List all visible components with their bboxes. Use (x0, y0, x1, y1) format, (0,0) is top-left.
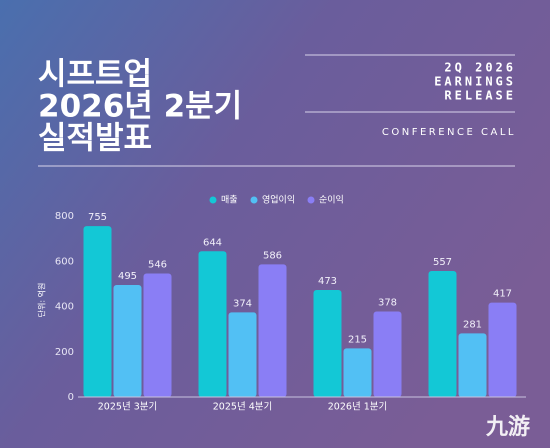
value-label: 417 (493, 289, 512, 300)
bar (113, 285, 142, 397)
value-label: 546 (148, 259, 167, 270)
value-label: 495 (118, 271, 137, 282)
value-label: 586 (263, 250, 282, 261)
title-line: 2026년 2분기 (38, 89, 242, 125)
conference-call: CONFERENCE CALL (382, 127, 516, 138)
value-label: 374 (233, 298, 252, 309)
legend-label: 순이익 (319, 194, 344, 206)
x-tick-label: 2026년 1분기 (328, 402, 387, 413)
y-tick-label: 0 (68, 392, 74, 403)
legend-swatch (209, 196, 217, 204)
value-label: 281 (463, 319, 482, 330)
bar (488, 302, 517, 397)
bar (258, 264, 287, 397)
y-tick-label: 200 (55, 347, 74, 358)
bar (83, 226, 112, 397)
release-line: 2Q 2026 (444, 61, 516, 75)
y-tick-label: 400 (55, 302, 74, 313)
title-line: 실적발표 (38, 121, 152, 157)
legend-label: 영업이익 (262, 194, 295, 206)
legend-swatch (307, 196, 315, 204)
y-tick-label: 800 (55, 211, 74, 222)
bar (228, 312, 257, 397)
watermark: 九游 (485, 414, 530, 440)
value-label: 755 (88, 212, 107, 223)
bar (343, 348, 372, 397)
y-tick-label: 600 (55, 256, 74, 267)
release-line: EARNINGS (434, 75, 516, 89)
bar (428, 270, 457, 397)
release-line: RELEASE (444, 89, 516, 103)
value-label: 473 (318, 276, 337, 287)
x-tick-label: 2025년 3분기 (98, 402, 157, 413)
value-label: 644 (203, 237, 222, 248)
value-label: 378 (378, 297, 397, 308)
bar (143, 273, 172, 397)
legend-swatch (250, 196, 258, 204)
legend-label: 매출 (221, 195, 238, 206)
y-axis-label: 단위: 억원 (37, 283, 47, 318)
value-label: 215 (348, 334, 367, 345)
x-tick-label: 2025년 4분기 (213, 402, 272, 413)
value-label: 557 (433, 257, 452, 268)
bar (313, 289, 342, 397)
bar (198, 251, 227, 397)
bar (458, 333, 487, 397)
bar (373, 311, 402, 397)
title-line: 시프트업 (38, 57, 152, 93)
